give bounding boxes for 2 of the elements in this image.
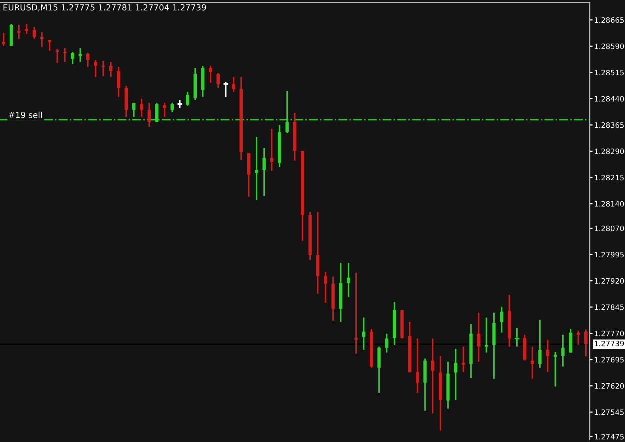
ref-line-label: #19 sell <box>9 112 42 118</box>
chart-title: EURUSD,M15 1.27775 1.27781 1.27704 1.27739 <box>4 4 206 12</box>
